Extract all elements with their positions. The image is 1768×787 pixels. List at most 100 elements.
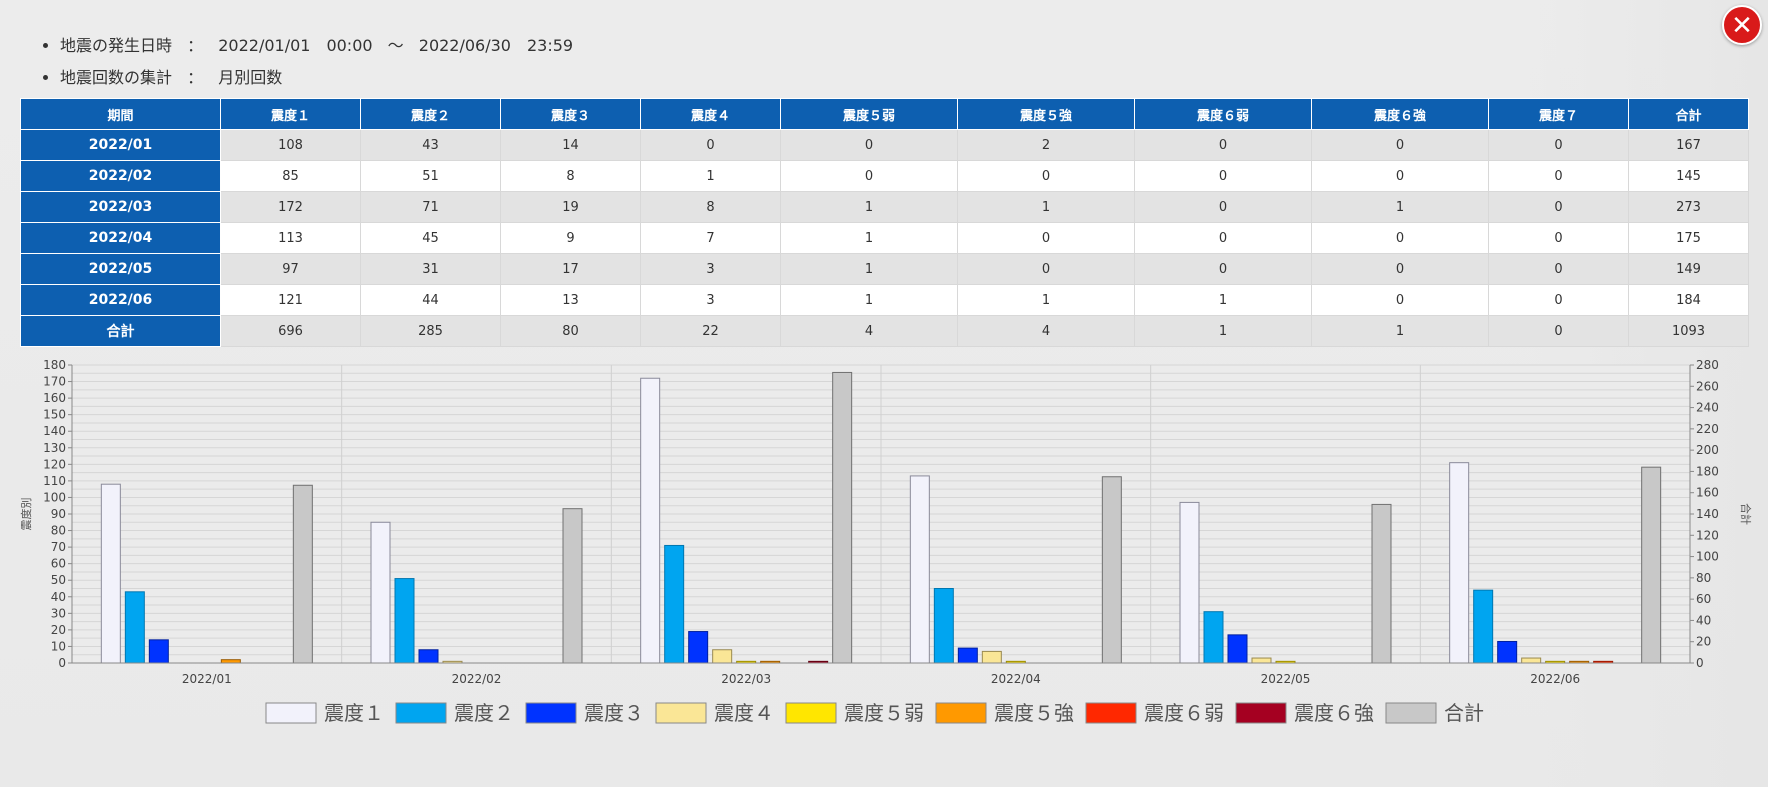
table-cell: 4 xyxy=(780,315,958,347)
bar xyxy=(562,508,583,664)
legend-label[interactable]: 震度６強 xyxy=(1294,701,1374,725)
bar xyxy=(664,544,685,664)
legend-swatch[interactable] xyxy=(935,702,987,724)
y-tick-label: 100 xyxy=(43,490,66,504)
x-tick-label: 2022/06 xyxy=(1530,672,1580,686)
y-tick-label: 90 xyxy=(51,507,66,521)
table-cell: 0 xyxy=(1488,129,1629,161)
legend-swatch[interactable] xyxy=(1385,702,1437,724)
table-cell: 7 xyxy=(640,222,781,254)
table-cell: 0 xyxy=(1134,191,1312,223)
table-cell: 696 xyxy=(220,315,361,347)
close-button[interactable]: ✕ xyxy=(1722,5,1762,45)
y-tick-label: 10 xyxy=(51,639,66,653)
x-tick-label: 2022/01 xyxy=(182,672,232,686)
legend-label[interactable]: 震度５弱 xyxy=(844,701,924,725)
y-tick-label: 70 xyxy=(51,540,66,554)
table-cell: 0 xyxy=(780,160,958,192)
table-cell: 0 xyxy=(1134,222,1312,254)
legend-label[interactable]: 合計 xyxy=(1444,701,1484,725)
bar xyxy=(394,578,415,664)
legend-swatch[interactable] xyxy=(1085,702,1137,724)
legend-swatch[interactable] xyxy=(525,702,577,724)
y2-tick-label: 60 xyxy=(1696,592,1711,606)
table-cell: 19 xyxy=(500,191,641,223)
header-col-4: 震度４ xyxy=(640,98,781,130)
table-cell: 0 xyxy=(1311,284,1489,316)
y-tick-label: 20 xyxy=(51,623,66,637)
table-cell: 0 xyxy=(780,129,958,161)
bar xyxy=(1203,611,1224,664)
header-col-2: 震度２ xyxy=(360,98,501,130)
table-cell: 3 xyxy=(640,253,781,285)
y2-tick-label: 160 xyxy=(1696,486,1719,500)
table-header-row: 期間 震度１ 震度２ 震度３ 震度４ 震度５弱 震度５強 震度６弱 震度６強 震度７ 合計 xyxy=(20,98,1749,130)
y2-tick-label: 280 xyxy=(1696,358,1719,372)
table-cell: 1093 xyxy=(1628,315,1749,347)
period-label: 地震の発生日時 xyxy=(60,36,173,55)
y2-tick-label: 240 xyxy=(1696,401,1719,415)
table-row: 2022/06 121 44 13 3 1 1 1 0 0 184 xyxy=(20,284,1749,316)
bar xyxy=(100,483,121,664)
bar xyxy=(148,639,169,664)
table-cell: 14 xyxy=(500,129,641,161)
legend-swatch[interactable] xyxy=(655,702,707,724)
period-end: 2022/06/30 23:59 xyxy=(418,36,574,55)
bar xyxy=(292,484,313,664)
y2-tick-label: 0 xyxy=(1696,656,1704,670)
bar xyxy=(909,475,930,664)
table-cell: 0 xyxy=(1488,160,1629,192)
table-cell: 1 xyxy=(780,222,958,254)
legend-label[interactable]: 震度６弱 xyxy=(1144,701,1224,725)
y-tick-label: 0 xyxy=(58,656,66,670)
legend-swatch[interactable] xyxy=(265,702,317,724)
y-tick-label: 120 xyxy=(43,457,66,471)
bar xyxy=(124,591,145,664)
bar xyxy=(957,647,978,664)
row-period: 2022/01 xyxy=(20,129,221,161)
y-tick-label: 110 xyxy=(43,474,66,488)
table-cell: 44 xyxy=(360,284,501,316)
y2-tick-label: 200 xyxy=(1696,443,1719,457)
bar xyxy=(688,631,709,664)
header-col-6: 震度５強 xyxy=(957,98,1135,130)
table-cell: 0 xyxy=(957,222,1135,254)
table-cell: 0 xyxy=(957,160,1135,192)
legend-label[interactable]: 震度２ xyxy=(454,701,514,725)
table-cell: 8 xyxy=(500,160,641,192)
table-cell: 1 xyxy=(780,253,958,285)
legend-swatch[interactable] xyxy=(785,702,837,724)
aggregate-value: 月別回数 xyxy=(218,68,283,87)
table-cell: 0 xyxy=(1488,253,1629,285)
table-cell: 167 xyxy=(1628,129,1749,161)
table-total-row: 合計 696 285 80 22 4 4 1 1 0 1093 xyxy=(20,315,1749,347)
legend-label[interactable]: 震度３ xyxy=(584,701,644,725)
legend-label[interactable]: 震度４ xyxy=(714,701,774,725)
header-col-5: 震度５弱 xyxy=(780,98,958,130)
table-cell: 13 xyxy=(500,284,641,316)
legend-label[interactable]: 震度１ xyxy=(324,701,384,725)
y-tick-label: 170 xyxy=(43,375,66,389)
legend-label[interactable]: 震度５強 xyxy=(994,701,1074,725)
y2-tick-label: 220 xyxy=(1696,422,1719,436)
header-col-1: 震度１ xyxy=(220,98,361,130)
table-cell: 0 xyxy=(1488,284,1629,316)
table-cell: 2 xyxy=(957,129,1135,161)
table-cell: 175 xyxy=(1628,222,1749,254)
legend-swatch[interactable] xyxy=(1235,702,1287,724)
table-cell: 9 xyxy=(500,222,641,254)
table-cell: 3 xyxy=(640,284,781,316)
aggregate-condition: 地震回数の集計 ： 月別回数 xyxy=(60,62,573,94)
table-cell: 80 xyxy=(500,315,641,347)
table-cell: 1 xyxy=(1134,315,1312,347)
table-row: 2022/05 97 31 17 3 1 0 0 0 0 149 xyxy=(20,253,1749,285)
table-cell: 273 xyxy=(1628,191,1749,223)
y-tick-label: 50 xyxy=(51,573,66,587)
table-cell: 1 xyxy=(1311,315,1489,347)
header-period: 期間 xyxy=(20,98,221,130)
bar xyxy=(1449,462,1470,664)
legend-swatch[interactable] xyxy=(395,702,447,724)
aggregate-label: 地震回数の集計 xyxy=(60,68,173,87)
bar xyxy=(418,649,439,664)
row-period: 2022/05 xyxy=(20,253,221,285)
